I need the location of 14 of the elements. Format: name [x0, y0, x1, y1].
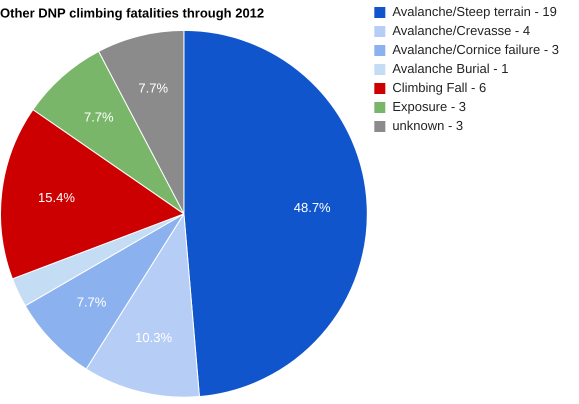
legend-label: unknown - 3 — [392, 118, 464, 134]
data-label: 48.7% — [294, 200, 332, 215]
data-label: 7.7% — [84, 109, 114, 124]
data-label: 7.7% — [76, 294, 107, 310]
chart-title: Other DNP climbing fatalities through 2012 — [0, 5, 264, 20]
legend-label: Avalanche/Steep terrain - 19 — [392, 4, 557, 20]
data-label: 10.3% — [135, 330, 172, 346]
data-label: 7.7% — [138, 80, 168, 96]
legend-label: Avalanche Burial - 1 — [392, 61, 508, 76]
legend-label: Avalanche/Cornice failure - 3 — [392, 42, 560, 58]
legend-label: Exposure - 3 — [392, 99, 466, 114]
data-label: 15.4% — [38, 190, 76, 205]
legend-label: Climbing Fall - 6 — [392, 80, 486, 96]
legend-label: Avalanche/Crevasse - 4 — [392, 23, 530, 38]
